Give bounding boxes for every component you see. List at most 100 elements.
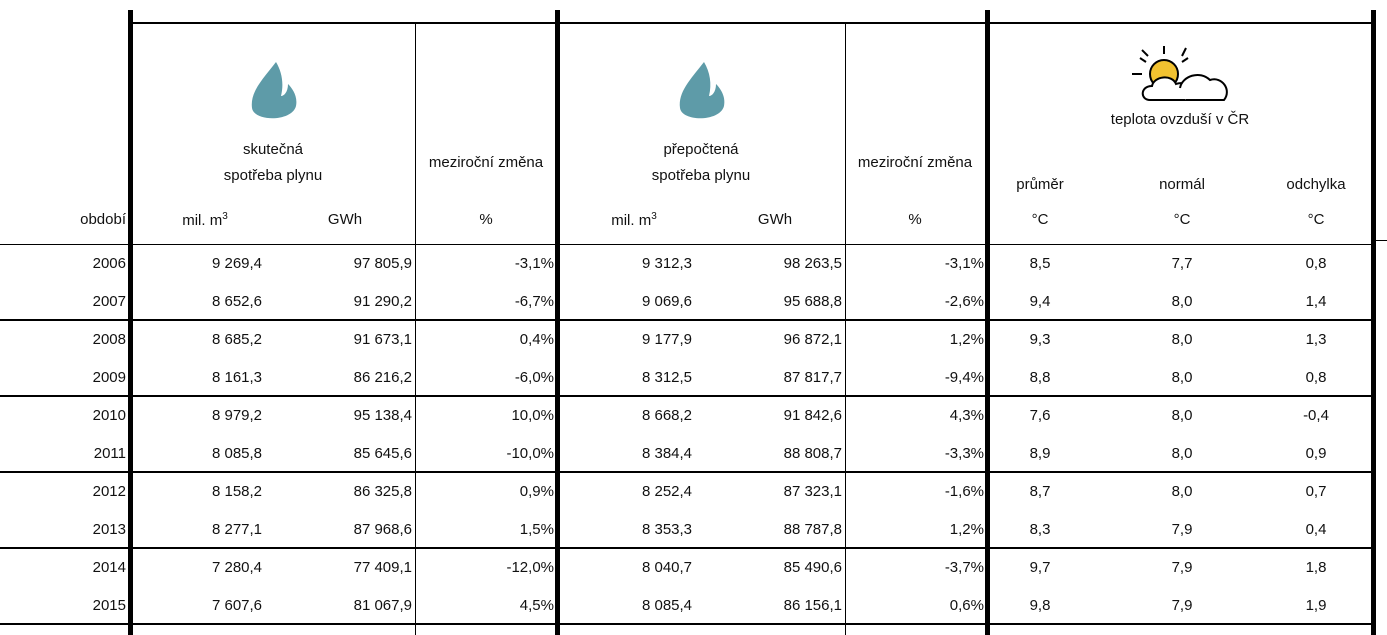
cell: 0,7	[1305, 483, 1327, 500]
cell: -1,6%	[944, 483, 984, 500]
unit: °C	[1307, 211, 1325, 228]
cell: 8,0	[1171, 407, 1193, 424]
unit: °C	[1173, 211, 1191, 228]
unit: GWh	[757, 211, 793, 228]
cell: 1,9	[1305, 597, 1327, 614]
cell: 8 353,3	[641, 521, 693, 538]
cell: 8 652,6	[211, 293, 263, 310]
cell: 0,6%	[949, 597, 984, 614]
cell: 9 069,6	[641, 293, 693, 310]
flame-icon	[251, 62, 297, 119]
cell: 8,0	[1171, 483, 1193, 500]
cell: 97 805,9	[353, 255, 412, 272]
cell: 86 325,8	[353, 483, 412, 500]
border	[0, 395, 1375, 397]
cell: 8,0	[1171, 331, 1193, 348]
unit: GWh	[327, 211, 363, 228]
border	[128, 10, 133, 635]
row-label: 2011	[93, 445, 126, 462]
header: normál	[1159, 176, 1205, 193]
row-label: 2008	[92, 331, 126, 348]
flame-icon	[679, 62, 725, 119]
cell: 9 312,3	[641, 255, 693, 272]
cell: 95 688,8	[783, 293, 842, 310]
cell: 96 872,1	[783, 331, 842, 348]
cell: 1,5%	[519, 521, 554, 538]
cell: -12,0%	[506, 559, 554, 576]
cell: 8 685,2	[211, 331, 263, 348]
border	[555, 10, 560, 635]
cell: -6,0%	[514, 369, 554, 386]
cell: 86 216,2	[353, 369, 412, 386]
row-label: 2013	[92, 521, 126, 538]
cell: 8,0	[1171, 369, 1193, 386]
cell: 88 808,7	[783, 445, 842, 462]
cell: 8 085,4	[641, 597, 693, 614]
cell: 9 177,9	[641, 331, 693, 348]
border	[1375, 240, 1387, 241]
border	[845, 22, 846, 635]
border	[0, 547, 1375, 549]
cell: 7,9	[1171, 521, 1193, 538]
cell: 8 161,3	[211, 369, 263, 386]
cell: -9,4%	[944, 369, 984, 386]
cell: 8,7	[1029, 483, 1051, 500]
cell: 9,4	[1029, 293, 1051, 310]
cell: 7 280,4	[211, 559, 263, 576]
cell: 1,8	[1305, 559, 1327, 576]
header: skutečná	[242, 141, 304, 158]
cell: 0,8	[1305, 255, 1327, 272]
unit: %	[479, 211, 493, 228]
cell: 86 156,1	[783, 597, 842, 614]
cell: 77 409,1	[353, 559, 412, 576]
cell: 8,5	[1029, 255, 1051, 272]
cell: 1,2%	[949, 331, 984, 348]
header: meziroční změna	[857, 154, 973, 171]
cell: 0,8	[1305, 369, 1327, 386]
cell: 87 817,7	[783, 369, 842, 386]
cell: 8 979,2	[211, 407, 263, 424]
cell: 8 312,5	[641, 369, 693, 386]
cell: -3,7%	[944, 559, 984, 576]
cell: 4,5%	[519, 597, 554, 614]
cell: 4,3%	[949, 407, 984, 424]
cell: 7,6	[1029, 407, 1051, 424]
header: období	[80, 211, 126, 228]
cell: -0,4	[1303, 407, 1329, 424]
cell: -2,6%	[944, 293, 984, 310]
unit: mil. m3	[484, 208, 784, 230]
row-label: 2012	[92, 483, 126, 500]
cell: 0,9%	[519, 483, 554, 500]
cell: 8 252,4	[641, 483, 693, 500]
header: spotřeba plynu	[223, 167, 323, 184]
border	[415, 22, 416, 635]
cell: 88 787,8	[783, 521, 842, 538]
cell: 8 277,1	[211, 521, 263, 538]
cell: 8 158,2	[211, 483, 263, 500]
header: teplota ovzduší v ČR	[1110, 111, 1250, 128]
cell: 8,9	[1029, 445, 1051, 462]
cell: 8,0	[1171, 293, 1193, 310]
cell: 10,0%	[511, 407, 554, 424]
cell: 1,2%	[949, 521, 984, 538]
cell: 0,9	[1305, 445, 1327, 462]
border	[985, 10, 990, 635]
cell: 9 269,4	[211, 255, 263, 272]
row-label: 2006	[92, 255, 126, 272]
cell: 95 138,4	[353, 407, 412, 424]
unit-sup: 3	[651, 211, 657, 222]
unit: °C	[1031, 211, 1049, 228]
cell: 8,3	[1029, 521, 1051, 538]
cell: 8 668,2	[641, 407, 693, 424]
cell: 1,4	[1305, 293, 1327, 310]
header: meziroční změna	[428, 154, 544, 171]
unit-text: mil. m	[182, 212, 223, 229]
row-label: 2014	[92, 559, 126, 576]
header: průměr	[1016, 176, 1064, 193]
header: odchylka	[1286, 176, 1346, 193]
header: spotřeba plynu	[651, 167, 751, 184]
cell: 7,7	[1171, 255, 1193, 272]
weather-icon	[1132, 46, 1228, 101]
